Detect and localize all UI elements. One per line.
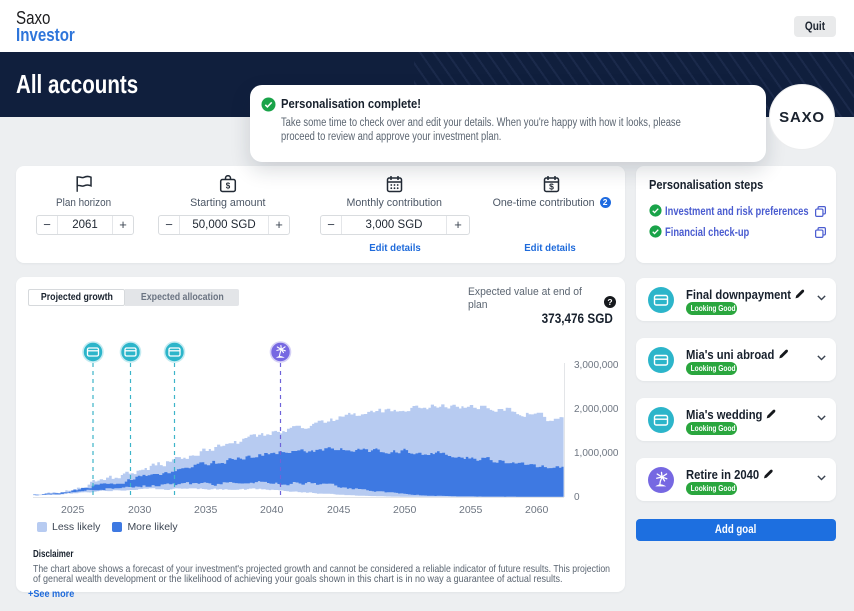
svg-text:$: $ [226, 182, 231, 191]
svg-text:$: $ [549, 182, 554, 192]
